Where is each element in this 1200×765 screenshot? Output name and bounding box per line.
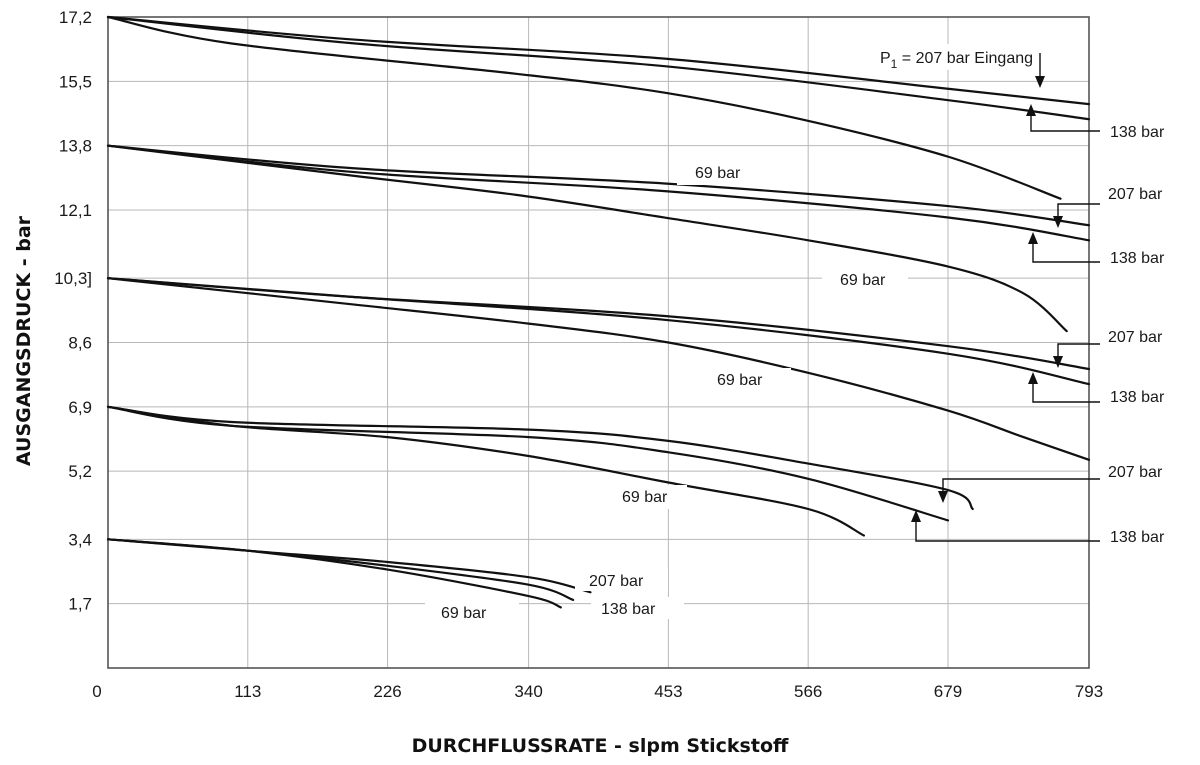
x-tick-label: 226: [373, 682, 401, 701]
x-tick-label: 679: [934, 682, 962, 701]
series-line-69-bar: [106, 15, 1062, 200]
arrowhead-band4-207: [938, 491, 948, 503]
y-tick-label: 13,8: [59, 137, 92, 156]
x-tick-label: 566: [794, 682, 822, 701]
y-tick-label: 1,7: [68, 595, 92, 614]
series-line-138-bar: [106, 144, 1091, 242]
series-line-69-bar: [106, 277, 1091, 461]
label-p1-207: P1 = 207 bar Eingang: [880, 50, 1033, 71]
x-tick-label: 453: [654, 682, 682, 701]
y-tick-label: 10,3]: [54, 269, 92, 288]
label-band4-207: 207 bar: [1108, 464, 1163, 481]
leader-band3-138: [1032, 376, 1100, 403]
label-band1-69: 69 bar: [695, 165, 741, 182]
arrowhead-band1-138: [1026, 104, 1036, 116]
label-band5-69: 69 bar: [441, 605, 487, 622]
y-tick-label: 6,9: [68, 398, 92, 417]
label-band3-138: 138 bar: [1110, 389, 1165, 406]
grid: [107, 16, 1090, 669]
arrowhead-band3-138: [1028, 372, 1038, 384]
label-band2-207: 207 bar: [1108, 186, 1163, 203]
series-line-207-bar: [106, 405, 974, 511]
x-tick-label: 793: [1075, 682, 1103, 701]
arrowhead-band2-207: [1053, 216, 1063, 228]
arrowhead-band4-138: [911, 510, 921, 522]
series-line-138-bar: [106, 15, 1091, 121]
leader-band2-138: [1032, 236, 1100, 263]
series-line-69-bar: [106, 144, 1068, 333]
annotation-backgrounds: [425, 44, 1080, 624]
x-tick-label: 0: [92, 682, 101, 701]
y-axis-title: AUSGANGSDRUCK - bar: [13, 215, 35, 466]
y-tick-label: 5,2: [68, 462, 92, 481]
y-tick-label: 8,6: [68, 334, 92, 353]
series-line-138-bar: [106, 277, 1091, 386]
label-band3-69: 69 bar: [717, 372, 763, 389]
leader-band4-138: [915, 514, 1100, 542]
x-axis-title: DURCHFLUSSRATE - slpm Stickstoff: [412, 735, 789, 757]
label-band4-138: 138 bar: [1110, 529, 1165, 546]
x-tick-label: 340: [514, 682, 542, 701]
plot-frame: [107, 16, 1090, 669]
x-tick-label: 113: [234, 682, 261, 701]
y-tick-label: 12,1: [59, 201, 92, 220]
series-lines: [106, 15, 1091, 609]
label-band3-207: 207 bar: [1108, 329, 1163, 346]
label-band5-207: 207 bar: [589, 573, 644, 590]
arrowhead-band2-138: [1028, 232, 1038, 244]
label-band4-69: 69 bar: [622, 489, 668, 506]
arrowhead-band3-207: [1053, 356, 1063, 368]
arrowhead-band1-207: [1035, 76, 1045, 88]
label-band1-138: 138 bar: [1110, 124, 1165, 141]
series-line-69-bar: [106, 538, 562, 609]
y-tick-label: 17,2: [59, 8, 92, 27]
tick-labels: 0 113 226 340 453 566 679 793 1,7 3,4 5,2 6,9 8,6 10,…: [54, 8, 1103, 701]
label-band5-138: 138 bar: [601, 601, 656, 618]
series-line-207-bar: [106, 144, 1091, 227]
arrowheads: [911, 76, 1063, 522]
y-tick-label: 3,4: [68, 530, 92, 549]
series-line-69-bar: [106, 405, 865, 537]
annotation-labels: P1 = 207 bar Eingang 138 bar 69 bar 207 …: [441, 50, 1165, 622]
series-line-207-bar: [106, 15, 1091, 106]
y-tick-label: 15,5: [59, 72, 92, 91]
label-band2-138: 138 bar: [1110, 250, 1165, 267]
label-band2-69: 69 bar: [840, 272, 886, 289]
